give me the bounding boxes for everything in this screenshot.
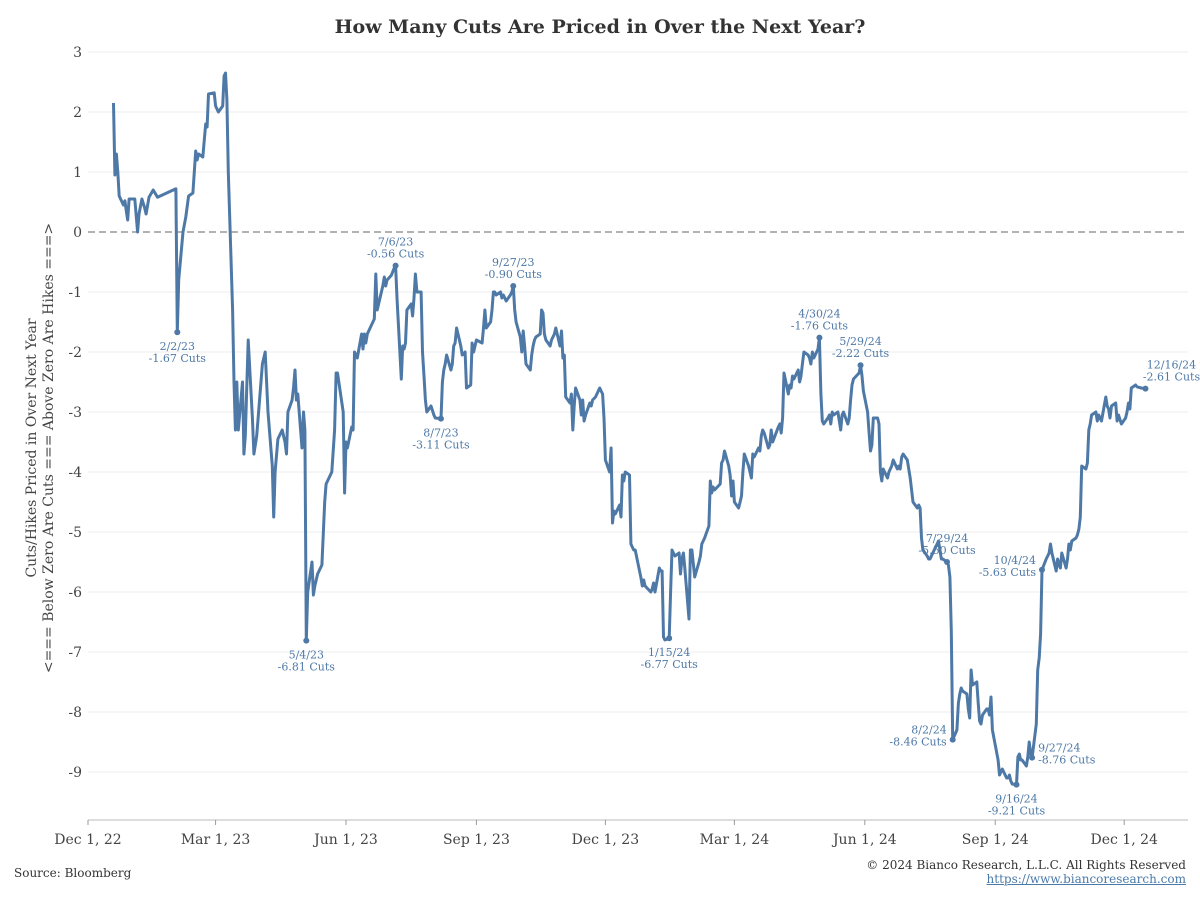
y-tick-label: 1 xyxy=(73,165,82,181)
annotation-value: -6.77 Cuts xyxy=(641,658,699,671)
annotation-value: -6.81 Cuts xyxy=(278,661,336,674)
chart-title: How Many Cuts Are Priced in Over the Nex… xyxy=(334,16,866,38)
annotation-marker xyxy=(510,283,517,289)
y-tick-label: -8 xyxy=(68,705,82,721)
x-tick-label: Dec 1, 22 xyxy=(54,832,121,848)
annotation-value: -5.63 Cuts xyxy=(979,566,1037,579)
y-tick-label: -9 xyxy=(68,765,82,781)
y-axis-label-subtitle: <=== Below Zero Are Cuts === Above Zero … xyxy=(41,223,57,673)
annotation-date: 4/30/24 xyxy=(798,308,840,321)
annotation-date: 9/16/24 xyxy=(995,793,1037,806)
annotation-marker xyxy=(857,362,864,369)
y-tick-label: 2 xyxy=(73,105,82,121)
x-tick-label: Mar 1, 23 xyxy=(181,832,250,848)
annotation-date: 7/6/23 xyxy=(378,236,413,249)
x-tick-label: Jun 1, 23 xyxy=(312,832,378,848)
annotation-value: -1.76 Cuts xyxy=(791,320,849,333)
annotation-value: -0.56 Cuts xyxy=(367,248,425,261)
annotation-date: 12/16/24 xyxy=(1147,359,1196,372)
annotation-value: -2.61 Cuts xyxy=(1143,371,1200,384)
annotation-date: 9/27/23 xyxy=(492,256,534,269)
annotation-value: -3.11 Cuts xyxy=(412,439,470,452)
x-tick-label: Dec 1, 23 xyxy=(572,832,639,848)
y-tick-label: -6 xyxy=(68,585,82,601)
y-tick-label: -5 xyxy=(68,525,82,541)
annotation-marker xyxy=(174,329,181,336)
annotation-date: 1/15/24 xyxy=(648,646,690,659)
annotation-date: 10/4/24 xyxy=(994,554,1036,567)
annotation-value: -2.22 Cuts xyxy=(832,347,890,360)
y-axis-label: Cuts/Hikes Priced in Over Next Year xyxy=(24,318,40,577)
annotation-marker xyxy=(303,637,310,644)
annotation-value: -9.21 Cuts xyxy=(988,805,1046,818)
annotation-marker xyxy=(1029,754,1036,761)
x-tick-label: Sep 1, 23 xyxy=(443,832,510,848)
x-tick-label: Mar 1, 24 xyxy=(700,832,770,848)
annotation-marker xyxy=(944,559,951,565)
annotation-value: -5.50 Cuts xyxy=(918,544,976,557)
y-tick-label: -1 xyxy=(68,285,82,301)
annotation-value: -8.76 Cuts xyxy=(1038,754,1096,767)
annotation-marker xyxy=(392,262,399,269)
website-link[interactable]: https://www.biancoresearch.com xyxy=(986,872,1186,886)
copyright-note: © 2024 Bianco Research, L.L.C. All Right… xyxy=(866,858,1186,872)
annotation-date: 5/29/24 xyxy=(839,335,881,348)
y-tick-label: -3 xyxy=(68,405,82,421)
y-axis: 3 2 1 0 -1 -2 -3 -4 -5 -6 -7 -8 -9 xyxy=(68,45,82,781)
annotation-date: 7/29/24 xyxy=(926,532,968,545)
y-tick-label: -7 xyxy=(68,645,82,661)
x-tick-label: Sep 1, 24 xyxy=(962,832,1029,848)
annotation-marker xyxy=(816,334,823,341)
annotation-date: 2/2/23 xyxy=(160,340,195,353)
annotation-value: -8.46 Cuts xyxy=(889,736,947,749)
annotation-date: 8/7/23 xyxy=(423,427,458,440)
annotation-date: 5/4/23 xyxy=(289,649,324,662)
y-tick-label: 0 xyxy=(73,225,82,241)
annotation-date: 9/27/24 xyxy=(1038,742,1080,755)
y-tick-label: -4 xyxy=(68,465,82,481)
annotation-value: -0.90 Cuts xyxy=(485,268,543,281)
annotation-marker xyxy=(437,415,444,422)
source-note: Source: Bloomberg xyxy=(14,866,132,880)
y-tick-label: -2 xyxy=(68,345,82,361)
annotation-value: -1.67 Cuts xyxy=(149,352,207,365)
annotation-marker xyxy=(1142,385,1149,392)
annotation-marker xyxy=(1038,566,1045,573)
series-line xyxy=(112,71,1146,787)
annotation-marker xyxy=(666,635,673,642)
annotation-date: 8/2/24 xyxy=(911,724,946,737)
annotation-marker xyxy=(1013,781,1020,788)
x-tick-label: Dec 1, 24 xyxy=(1090,832,1158,848)
annotation-marker xyxy=(949,736,956,743)
x-tick-label: Jun 1, 24 xyxy=(831,832,897,848)
y-tick-label: 3 xyxy=(73,45,82,61)
x-axis: Dec 1, 22 Mar 1, 23 Jun 1, 23 Sep 1, 23 Dec … xyxy=(54,819,1188,848)
